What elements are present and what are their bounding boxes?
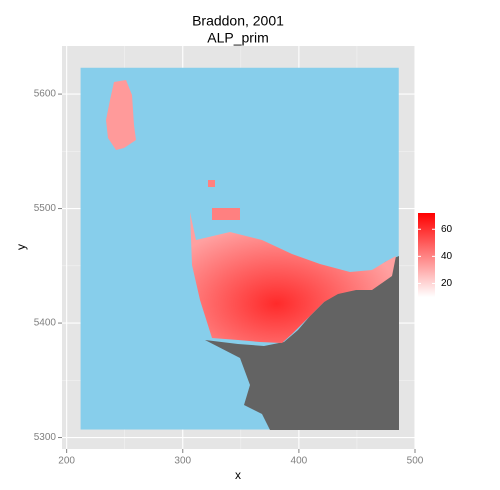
y-tick-label: 5300: [34, 432, 57, 443]
x-axis-label: x: [235, 468, 241, 482]
heat-region: [190, 212, 396, 343]
chart-subtitle: ALP_prim: [207, 30, 268, 46]
legend-tick-label: 20: [441, 278, 453, 289]
legend-tick-label: 40: [441, 251, 453, 262]
legend-colorbar: [418, 213, 435, 297]
x-tick-label: 500: [407, 456, 424, 467]
y-tick-label: 5500: [34, 203, 57, 214]
y-tick-label: 5400: [34, 318, 57, 329]
heat-island: [106, 80, 136, 150]
x-tick-label: 200: [58, 456, 75, 467]
y-axis-label: y: [14, 244, 28, 250]
y-tick-label: 5600: [34, 89, 57, 100]
x-tick-label: 400: [291, 456, 308, 467]
legend-tick-label: 60: [441, 224, 453, 235]
heat-speck: [212, 208, 240, 220]
land: [205, 256, 399, 430]
x-tick-label: 300: [174, 456, 191, 467]
chart-title: Braddon, 2001: [192, 13, 284, 29]
heat-speck: [208, 180, 215, 187]
